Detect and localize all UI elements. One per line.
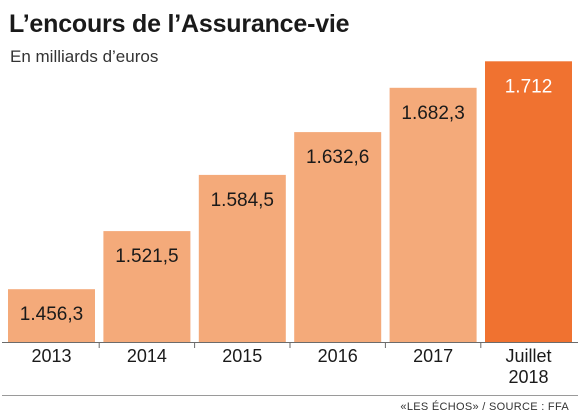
bar-value-label: 1.682,3 <box>401 103 464 124</box>
x-tick-label: 2016 <box>318 346 358 366</box>
bar-value-label: 1.712 <box>505 76 553 97</box>
x-tick-label: 2015 <box>222 346 262 366</box>
bar <box>198 174 286 342</box>
bar-value-label: 1.456,3 <box>20 304 83 325</box>
bar <box>294 132 382 342</box>
bar-value-label: 1.584,5 <box>211 190 274 211</box>
bar <box>389 87 477 342</box>
chart-subtitle: En milliards d’euros <box>10 47 159 66</box>
bar <box>485 61 572 343</box>
x-tick-label: 2013 <box>31 346 71 366</box>
bar-value-label: 1.521,5 <box>115 246 178 267</box>
source-credit: «LES ÉCHOS» / SOURCE : FFA <box>400 401 569 413</box>
chart-title: L’encours de l’Assurance-vie <box>9 10 350 38</box>
x-tick-label: 2014 <box>127 346 167 366</box>
bar <box>103 231 191 342</box>
bar <box>8 289 95 342</box>
bar-value-label: 1.632,6 <box>306 147 369 168</box>
x-tick-label: 2017 <box>413 346 453 366</box>
x-tick-label: Juillet 2018 <box>505 346 551 387</box>
